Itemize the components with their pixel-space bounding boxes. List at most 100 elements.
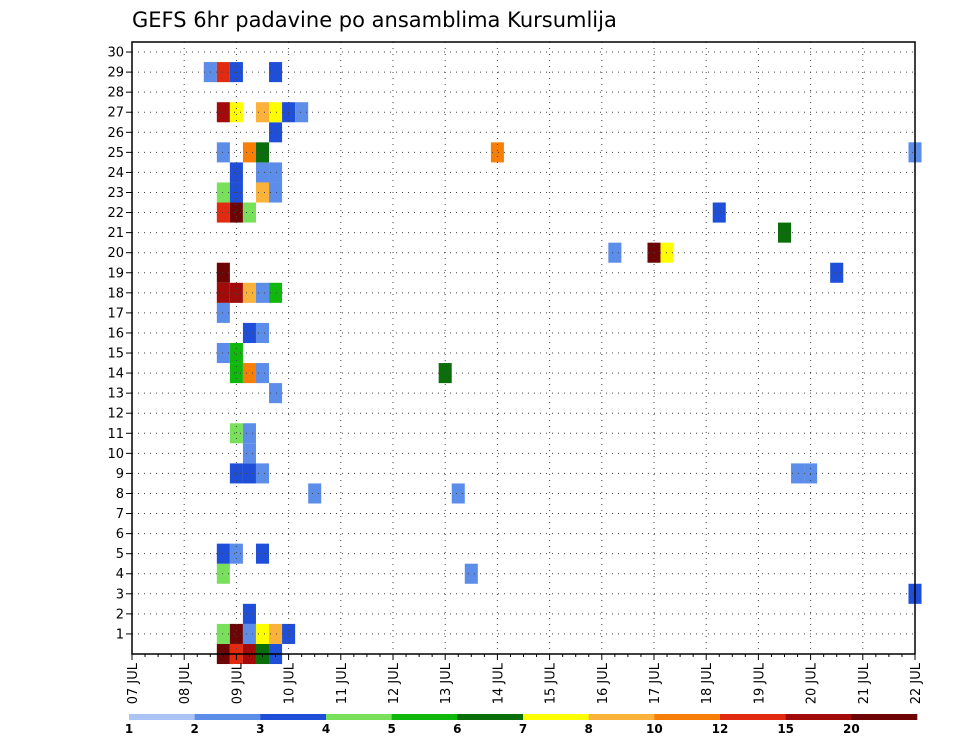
heatmap-cell: [229, 342, 243, 364]
heatmap-cell: [242, 363, 256, 384]
heatmap-cell: [216, 282, 230, 303]
heatmap-cell: [229, 423, 243, 444]
y-tick-label: 12: [107, 407, 124, 422]
x-tick-label: 21 JUL: [857, 662, 872, 704]
y-tick-label: 19: [107, 266, 124, 281]
legend-label: 2: [190, 722, 198, 736]
heatmap-cell: [229, 162, 243, 183]
heatmap-cell: [216, 543, 230, 564]
legend-label: 12: [712, 722, 729, 736]
heatmap-cell: [216, 302, 230, 323]
x-tick-label: 22 JUL: [909, 662, 924, 704]
legend-label: 7: [519, 722, 527, 736]
legend-swatch: [720, 714, 786, 720]
heatmap-cell: [269, 162, 283, 183]
heatmap-cell: [269, 623, 283, 644]
y-tick-label: 2: [116, 607, 124, 622]
y-tick-label: 10: [107, 447, 124, 462]
heatmap-cell: [255, 543, 270, 564]
heatmap-cell: [242, 282, 256, 303]
y-tick-label: 4: [116, 567, 124, 582]
heatmap-cell: [255, 182, 270, 203]
chart-title: GEFS 6hr padavine po ansamblima Kursumli…: [132, 8, 617, 32]
heatmap-cell: [242, 322, 256, 343]
y-tick-label: 17: [107, 306, 124, 321]
y-tick-label: 22: [107, 206, 124, 221]
x-tick-label: 07 JUL: [126, 662, 141, 704]
y-tick-label: 7: [116, 507, 124, 522]
heatmap-cell: [216, 182, 230, 203]
y-tick-label: 29: [107, 66, 124, 81]
heatmap-cell: [269, 122, 283, 143]
y-tick-label: 11: [107, 427, 124, 442]
legend-swatch: [391, 714, 458, 720]
y-tick-label: 24: [107, 166, 124, 181]
legend-swatch: [129, 714, 195, 720]
heatmap-cell: [216, 202, 230, 223]
legend-swatch: [523, 714, 589, 720]
legend-label: 5: [387, 722, 395, 736]
colorbar-legend: 1 2 3 4 5 6 7 8 10 12 15 20: [125, 714, 918, 736]
x-tick-label: 19 JUL: [752, 662, 767, 704]
heatmap-cell: [242, 443, 256, 464]
legend-label: 15: [777, 722, 794, 736]
heatmap-cell: [791, 463, 805, 484]
legend-swatch: [326, 714, 392, 720]
heatmap-cell: [229, 463, 243, 484]
legend-swatch: [457, 714, 524, 720]
y-axis: 1234567891011121314151617181920212223242…: [107, 46, 132, 642]
legend-swatch: [785, 714, 852, 720]
y-tick-label: 15: [107, 347, 124, 362]
legend-label: 10: [646, 722, 663, 736]
legend-label: 3: [256, 722, 264, 736]
heatmap-cell: [242, 463, 256, 484]
heatmap-cell: [255, 363, 270, 384]
heatmap-cell: [229, 102, 243, 123]
heatmap-cell: [269, 182, 283, 203]
y-tick-label: 26: [107, 126, 124, 141]
heatmap-cell: [216, 342, 230, 364]
legend-swatch: [654, 714, 721, 720]
heatmap-cell: [490, 142, 504, 163]
heatmap-cell: [242, 423, 256, 444]
x-tick-label: 18 JUL: [700, 662, 715, 704]
y-tick-label: 16: [107, 326, 124, 341]
legend-label: 20: [843, 722, 860, 736]
heatmap-cell: [242, 623, 256, 644]
y-tick-label: 27: [107, 106, 124, 121]
legend-label: 4: [322, 722, 330, 736]
x-tick-label: 16 JUL: [596, 662, 611, 704]
heatmap-cell: [438, 363, 452, 384]
heatmap-cell: [269, 102, 283, 123]
heatmap-cell: [216, 262, 230, 283]
legend-label: 6: [453, 722, 461, 736]
y-tick-label: 9: [116, 467, 124, 482]
heatmap-cell: [242, 603, 256, 624]
grid-layer: [132, 42, 915, 654]
heatmap-cell: [216, 142, 230, 163]
heatmap-cell: [308, 483, 322, 504]
heatmap-cell: [242, 142, 256, 163]
legend-swatch: [260, 714, 327, 720]
x-axis: 07 JUL 08 JUL 09 JUL 10 JUL 11 JUL 12 JUL 13 J…: [126, 654, 924, 704]
legend-swatch: [851, 714, 918, 720]
y-tick-label: 13: [107, 387, 124, 402]
x-tick-label: 08 JUL: [178, 662, 193, 704]
y-tick-label: 18: [107, 286, 124, 301]
heatmap-cell: [216, 102, 230, 123]
heatmap-cell: [229, 282, 243, 303]
y-tick-label: 1: [116, 627, 124, 642]
y-tick-label: 20: [107, 246, 124, 261]
y-tick-label: 8: [116, 487, 124, 502]
y-tick-label: 28: [107, 86, 124, 101]
heatmap-cell: [229, 543, 243, 564]
x-tick-label: 17 JUL: [648, 662, 663, 704]
heatmap-cell: [269, 62, 283, 83]
heatmap-cell: [269, 383, 283, 404]
legend-swatch: [194, 714, 261, 720]
heatmap-cell: [216, 62, 230, 83]
x-tick-label: 10 JUL: [283, 662, 298, 704]
y-tick-label: 23: [107, 186, 124, 201]
heatmap-cell: [712, 202, 726, 223]
